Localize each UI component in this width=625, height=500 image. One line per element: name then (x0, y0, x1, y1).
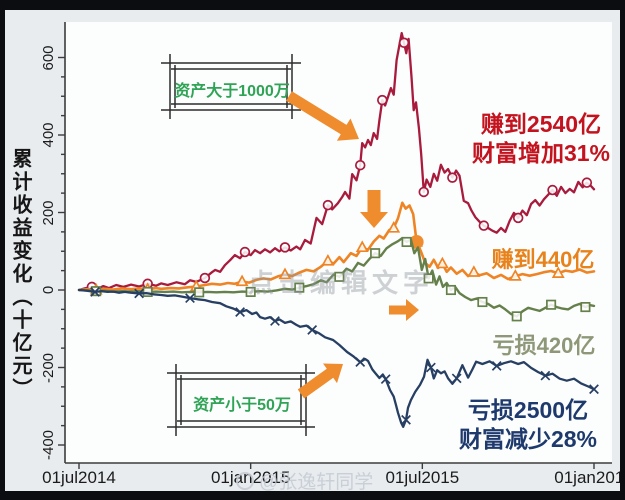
annotation-rich-result-line1: 赚到2540亿 (480, 111, 602, 137)
annotation-poor-result: 亏损2500亿 财富减少28% (444, 396, 612, 455)
annotation-rich-result: 赚到2540亿 财富增加31% (462, 110, 620, 169)
annotation-orange-result: 赚到440亿 (491, 247, 595, 272)
y-tick-label: -200 (40, 352, 57, 383)
plot-area (65, 22, 612, 463)
black-frame-right (620, 0, 625, 500)
black-frame-bottom (0, 491, 625, 500)
x-tick-label: 01jul2015 (385, 468, 460, 487)
series-markers-red (86, 37, 593, 293)
annotation-box-rich-label: 资产大于1000万 (174, 83, 290, 100)
y-tick-label: 200 (40, 199, 57, 226)
y-tick-label: -400 (40, 429, 57, 461)
sketch-box-poor (167, 364, 315, 436)
annotation-rich-result-line2: 财富增加31% (471, 140, 611, 167)
black-frame-top (0, 0, 625, 10)
arrow-down-to-orange-line (360, 190, 388, 228)
watermark-logo-icon (236, 471, 254, 490)
watermark-bottom: @张逸轩同学 (236, 467, 373, 494)
watermark-bottom-text: @张逸轩同学 (259, 472, 374, 493)
watermark-center-text: 点击编辑文字 (248, 268, 435, 298)
sketch-box-rich (161, 54, 301, 119)
annotation-box-poor-label: 资产小于50万 (193, 397, 291, 414)
annotation-poor-result-line2: 财富减少28% (458, 426, 598, 453)
annotation-green-result: 亏损420亿 (492, 333, 596, 358)
arrow-box-poor-to-navy-line (297, 363, 343, 399)
arrow-box-rich-to-red-line (286, 91, 359, 141)
series-markers-navy (90, 287, 599, 425)
x-tick-label: 01jan2016 (554, 468, 625, 487)
annotation-poor-result-line1: 亏损2500亿 (467, 397, 589, 423)
series-line-navy (77, 288, 596, 428)
y-tick-label: 600 (40, 44, 57, 71)
series-markers-green (91, 236, 591, 322)
y-tick-label: 0 (40, 285, 57, 295)
y-tick-label: 400 (40, 122, 57, 148)
y-axis-title: 累计收益变化（十亿元） (9, 148, 31, 401)
series-line-orange (77, 201, 596, 292)
black-frame-left (0, 0, 5, 500)
arrow-right-to-green-line (389, 299, 419, 321)
x-tick-label: 01jul2014 (42, 468, 116, 487)
